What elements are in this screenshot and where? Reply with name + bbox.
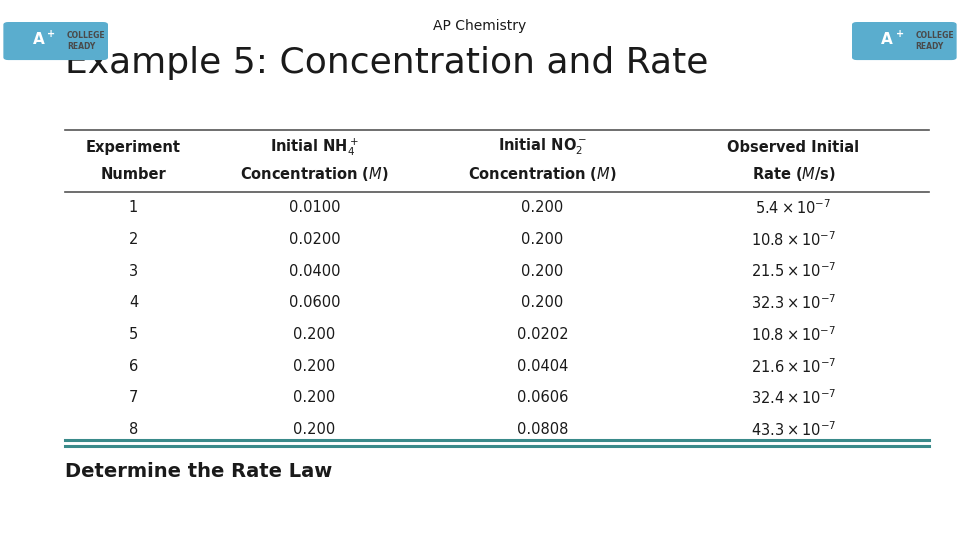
Text: 0.0808: 0.0808 [516, 422, 568, 437]
Text: Initial NH$_4^+$: Initial NH$_4^+$ [270, 136, 359, 158]
Text: Rate ($M$/s): Rate ($M$/s) [752, 165, 835, 183]
Text: $10.8 \times 10^{-7}$: $10.8 \times 10^{-7}$ [751, 325, 836, 344]
Text: COLLEGE: COLLEGE [916, 31, 954, 40]
Text: 0.200: 0.200 [521, 232, 564, 247]
Text: 0.0606: 0.0606 [516, 390, 568, 406]
Text: 0.0400: 0.0400 [289, 264, 340, 279]
Text: Initial NO$_2^-$: Initial NO$_2^-$ [498, 137, 587, 157]
Text: 0.200: 0.200 [521, 200, 564, 215]
Text: AP Chemistry: AP Chemistry [433, 19, 527, 33]
Text: COLLEGE: COLLEGE [67, 31, 106, 40]
Text: 0.200: 0.200 [293, 422, 336, 437]
Text: Example 5: Concentration and Rate: Example 5: Concentration and Rate [65, 46, 708, 80]
Text: 6: 6 [129, 359, 138, 374]
Text: $21.6 \times 10^{-7}$: $21.6 \times 10^{-7}$ [751, 357, 836, 375]
Text: 0.200: 0.200 [293, 390, 336, 406]
Text: A: A [881, 32, 893, 47]
Text: 0.200: 0.200 [521, 264, 564, 279]
Text: +: + [47, 29, 55, 39]
Text: 2: 2 [129, 232, 138, 247]
Text: $32.3 \times 10^{-7}$: $32.3 \times 10^{-7}$ [751, 293, 836, 312]
Text: Experiment: Experiment [86, 140, 180, 154]
Text: 0.0600: 0.0600 [289, 295, 340, 310]
Text: 0.0200: 0.0200 [289, 232, 340, 247]
Text: 0.200: 0.200 [293, 359, 336, 374]
Text: 0.0404: 0.0404 [516, 359, 568, 374]
Text: Concentration ($M$): Concentration ($M$) [240, 165, 389, 183]
Text: +: + [896, 29, 903, 39]
Text: Observed Initial: Observed Initial [728, 140, 859, 154]
Text: Determine the Rate Law: Determine the Rate Law [65, 462, 332, 481]
Text: 0.0202: 0.0202 [516, 327, 568, 342]
Text: 4: 4 [129, 295, 138, 310]
Text: Concentration ($M$): Concentration ($M$) [468, 165, 616, 183]
Text: READY: READY [67, 43, 95, 51]
Text: $5.4 \times 10^{-7}$: $5.4 \times 10^{-7}$ [756, 198, 831, 217]
Text: $10.8 \times 10^{-7}$: $10.8 \times 10^{-7}$ [751, 230, 836, 248]
Text: 7: 7 [129, 390, 138, 406]
Text: A: A [33, 32, 44, 47]
Text: 0.200: 0.200 [521, 295, 564, 310]
Text: 5: 5 [129, 327, 138, 342]
Text: $43.3 \times 10^{-7}$: $43.3 \times 10^{-7}$ [751, 420, 836, 439]
Text: 0.0100: 0.0100 [289, 200, 340, 215]
Text: $32.4 \times 10^{-7}$: $32.4 \times 10^{-7}$ [751, 389, 836, 407]
Text: READY: READY [916, 43, 944, 51]
FancyBboxPatch shape [4, 22, 108, 60]
FancyBboxPatch shape [852, 22, 956, 60]
Text: 0.200: 0.200 [293, 327, 336, 342]
Text: 1: 1 [129, 200, 138, 215]
Text: Number: Number [101, 167, 166, 181]
Text: $21.5 \times 10^{-7}$: $21.5 \times 10^{-7}$ [751, 262, 836, 280]
Text: 8: 8 [129, 422, 138, 437]
Text: 3: 3 [129, 264, 138, 279]
